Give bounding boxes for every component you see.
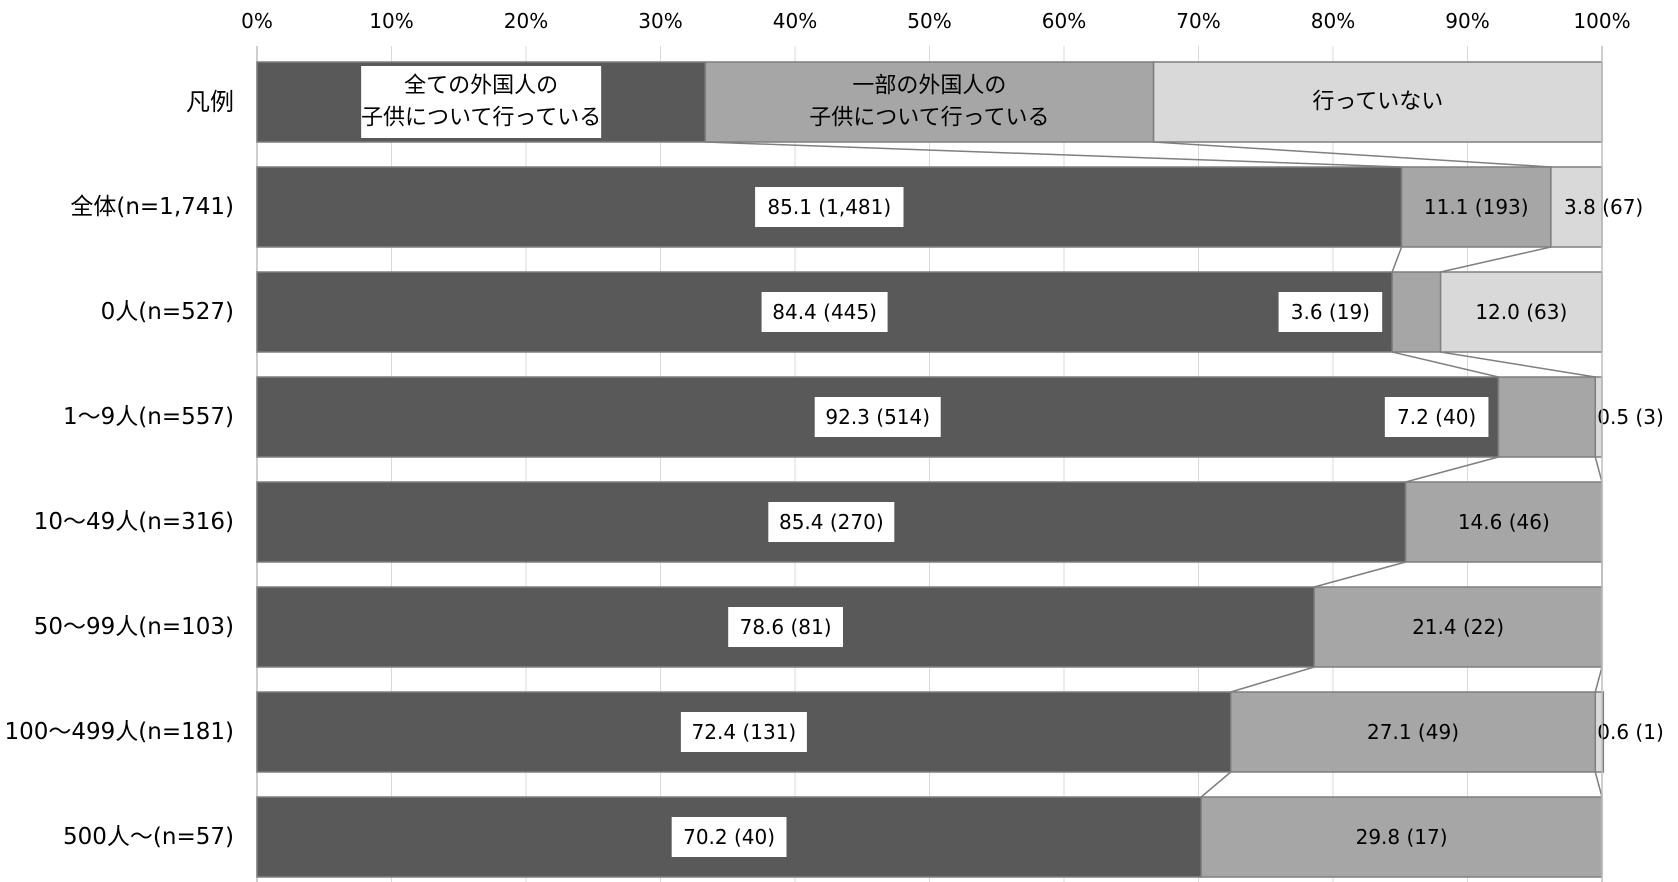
category-label: 50～99人(n=103)	[34, 614, 234, 640]
data-label: 0.6 (1)	[1597, 720, 1664, 744]
x-tick-label: 20%	[504, 9, 548, 33]
category-label: 10～49人(n=316)	[34, 509, 234, 535]
data-label-box	[814, 397, 941, 437]
series-line	[1594, 456, 1603, 483]
series-line	[1440, 351, 1596, 378]
series-line	[1405, 456, 1499, 483]
category-label: 0人(n=527)	[101, 299, 234, 325]
data-label: 92.3 (514)	[825, 405, 930, 429]
bar-segment	[1200, 796, 1603, 878]
legend-segment	[1152, 61, 1603, 143]
data-label: 85.4 (270)	[779, 510, 884, 534]
data-label: 72.4 (131)	[692, 720, 797, 744]
series-line	[705, 141, 1402, 168]
bar-segment	[1497, 376, 1597, 458]
data-label-box	[680, 712, 807, 752]
data-label-box	[671, 817, 787, 857]
data-label: 21.4 (22)	[1412, 615, 1504, 639]
series-line	[1200, 771, 1232, 798]
legend-row-label: 凡例	[186, 88, 234, 116]
data-label: 12.0 (63)	[1475, 300, 1567, 324]
series-line	[1594, 771, 1603, 798]
category-label: 100～499人(n=181)	[5, 719, 235, 745]
x-tick-label: 70%	[1176, 9, 1220, 33]
bar-segment	[1400, 166, 1552, 248]
x-tick-label: 30%	[638, 9, 682, 33]
legend-label: 一部の外国人の	[852, 74, 1006, 99]
legend-label-box	[361, 66, 602, 138]
bar-segment	[1550, 166, 1603, 248]
series-line	[1440, 246, 1552, 273]
x-tick-label: 100%	[1573, 9, 1630, 33]
legend-label: 行っていない	[1312, 90, 1443, 115]
data-label: 85.1 (1,481)	[767, 195, 891, 219]
data-label: 3.8 (67)	[1564, 195, 1643, 219]
series-line	[1230, 666, 1315, 693]
data-label-box	[1278, 292, 1383, 332]
data-label-box	[761, 292, 888, 332]
series-line	[1392, 351, 1499, 378]
data-label-box	[755, 187, 904, 227]
legend-label: 子供について行っている	[361, 106, 601, 131]
data-label: 0.5 (3)	[1597, 405, 1664, 429]
category-label: 500人～(n=57)	[63, 824, 234, 850]
x-tick-label: 10%	[369, 9, 413, 33]
legend-label: 全ての外国人の	[404, 74, 558, 99]
category-label: 全体(n=1,741)	[70, 194, 234, 220]
series-line	[1391, 246, 1403, 273]
bar-segment	[1439, 271, 1603, 353]
data-label: 78.6 (81)	[740, 615, 832, 639]
x-tick-label: 90%	[1445, 9, 1489, 33]
x-tick-label: 50%	[907, 9, 951, 33]
data-label-box	[728, 607, 843, 647]
bar-segment	[1404, 481, 1603, 563]
legend-label: 子供について行っている	[809, 106, 1049, 131]
data-label: 11.1 (193)	[1424, 195, 1529, 219]
data-label: 3.6 (19)	[1291, 300, 1370, 324]
data-label: 29.8 (17)	[1356, 825, 1448, 849]
series-line	[1153, 141, 1551, 168]
data-label: 70.2 (40)	[683, 825, 775, 849]
bar-segment	[1391, 271, 1442, 353]
bar-segment	[1230, 691, 1597, 773]
x-tick-label: 40%	[773, 9, 817, 33]
bar-segment	[1313, 586, 1603, 668]
data-label-box	[768, 502, 895, 542]
category-label: 1～9人(n=557)	[63, 404, 234, 430]
x-tick-label: 60%	[1042, 9, 1086, 33]
data-label-box	[1384, 397, 1489, 437]
data-label: 84.4 (445)	[772, 300, 877, 324]
data-label: 7.2 (40)	[1397, 405, 1476, 429]
bar-segment	[1594, 691, 1605, 773]
data-label: 14.6 (46)	[1458, 510, 1550, 534]
x-tick-label: 0%	[241, 9, 273, 33]
x-tick-label: 80%	[1311, 9, 1355, 33]
data-label: 27.1 (49)	[1367, 720, 1459, 744]
series-line	[1313, 561, 1406, 588]
series-line	[1594, 666, 1603, 693]
